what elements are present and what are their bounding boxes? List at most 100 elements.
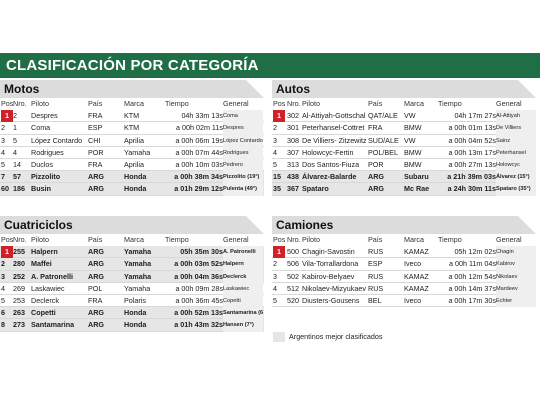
cell-pais: FRA [88, 159, 103, 169]
table-row: 3 502 Kabirov-Belyaev RUS KAMAZ a 00h 12m 54s… [272, 270, 536, 283]
category-header: Autos [272, 80, 536, 98]
cell-piloto: Maffei [31, 259, 52, 269]
category-header: Motos [0, 80, 264, 98]
cell-general: Declerck [223, 270, 263, 283]
cell-pais: FRA [88, 111, 103, 121]
cell-tiempo: 04h 17m 27s [454, 111, 496, 121]
table-row: 5 253 Declerck FRA Polaris a 00h 36m 45s Copet… [0, 294, 264, 308]
cell-pais: ARG [88, 320, 104, 330]
legend: Argentinos mejor clasificados [273, 331, 473, 343]
cell-general: Coma [223, 110, 263, 123]
cell-tiempo: a 00h 11m 04s [448, 259, 496, 269]
cell-pos: 3 [1, 271, 5, 281]
cell-pos: 6 [1, 308, 5, 318]
cell-tiempo: a 00h 12m 54s [448, 271, 496, 281]
cell-marca: Mc Rae [404, 184, 430, 194]
column-header-tiempo: Tiempo [438, 99, 462, 108]
cell-marca: Subaru [404, 172, 429, 182]
category-title: Motos [4, 82, 40, 96]
cell-general: Despres [223, 122, 263, 135]
cell-pais: RUS [368, 247, 384, 257]
cell-marca: BMW [404, 147, 422, 157]
cell-pais: RUS [368, 283, 384, 293]
cell-pos: 4 [273, 283, 277, 293]
cell-pos: 35 [273, 184, 281, 194]
table-row: 5 520 Diusters-Gousens BEL Iveco a 00h 17m 30… [272, 294, 536, 308]
table-row: 1 500 Chagin-Savostin RUS KAMAZ 05h 12m 02s Ch… [272, 246, 536, 259]
cell-nro: 280 [13, 259, 25, 269]
cell-pais: BEL [368, 295, 382, 305]
cell-marca: VW [404, 111, 416, 121]
cell-nro: 500 [287, 247, 299, 257]
cell-general: Holowcyc [496, 158, 536, 172]
cell-pos: 2 [273, 123, 277, 133]
cell-tiempo: a 01h 29m 12s [174, 184, 223, 194]
table-row: 1 302 Al-Attiyah-Gottschalk QAT/ALE VW 04h 17… [272, 110, 536, 123]
column-header-piloto: Piloto [302, 235, 320, 244]
cell-marca: Aprilia [124, 159, 144, 169]
cell-pais: ARG [368, 184, 384, 194]
column-header-general: General [496, 235, 522, 244]
cell-piloto: Halpern [31, 247, 58, 257]
cell-general: Spataro (35°) [496, 183, 536, 196]
category-title: Autos [276, 82, 310, 96]
cell-tiempo: a 00h 02m 11s [175, 123, 223, 133]
cell-pos: 2 [1, 259, 5, 269]
cell-piloto: Declerck [31, 295, 59, 305]
cell-nro: 4 [13, 147, 17, 157]
cell-marca: KAMAZ [404, 271, 429, 281]
cell-tiempo: 04h 33m 13s [181, 111, 223, 121]
table-row: 6 263 Copetti ARG Honda a 00h 52m 13s Santamar… [0, 307, 264, 320]
cell-piloto: Nikolaev-Mizyukaev [302, 283, 366, 293]
cell-tiempo: a 00h 06m 19s [175, 135, 223, 145]
cell-tiempo: 05h 35m 30s [180, 247, 223, 257]
table-row: 1 2 Despres FRA KTM 04h 33m 13s Coma [0, 110, 264, 123]
cell-general: López Contardo [223, 134, 263, 147]
column-header-nro: Nro. [287, 99, 301, 108]
cell-nro: 502 [287, 271, 299, 281]
column-header-nro: Nro. [13, 235, 27, 244]
cell-piloto: De Villiers- Zitzewitz [302, 135, 366, 145]
cell-piloto: López Contardo [31, 135, 83, 145]
cell-pais: ARG [88, 247, 104, 257]
cell-pos: 5 [273, 159, 277, 169]
table-row: 2 280 Maffei ARG Yamaha a 00h 03m 52s Halpern [0, 258, 264, 271]
column-header-piloto: Piloto [302, 99, 320, 108]
cell-marca: Yamaha [124, 147, 151, 157]
cell-nro: 273 [13, 320, 25, 330]
cell-marca: BMW [404, 159, 422, 169]
panel-cuatriciclos: Cuatriciclos Pos.Nro. Piloto País Marca Tiemp… [0, 216, 264, 332]
cell-pais: ARG [88, 271, 104, 281]
cell-tiempo: a 00h 13m 17s [448, 147, 496, 157]
cell-pos: 60 [1, 184, 9, 194]
cell-tiempo: a 00h 03m 52s [174, 259, 223, 269]
cell-nro: 313 [287, 159, 299, 169]
table-row: 5 14 Duclos FRA Aprilia a 00h 10m 03s Pedrero [0, 158, 264, 172]
legend-label: Argentinos mejor clasificados [289, 332, 383, 341]
cell-pos: 5 [1, 159, 5, 169]
column-header-tiempo: Tiempo [165, 235, 189, 244]
cell-piloto: Dos Santos-Fiuza [302, 159, 360, 169]
column-header-nro: Nro. [287, 235, 301, 244]
cell-nro: 5 [13, 135, 17, 145]
cell-general: Pizzolito (19°) [223, 171, 263, 184]
cell-general: Hansen (7°) [223, 319, 263, 332]
cell-nro: 438 [287, 172, 299, 182]
cell-nro: 307 [287, 147, 299, 157]
cell-nro: 253 [13, 295, 25, 305]
cell-pais: ARG [88, 308, 104, 318]
cell-piloto: Diusters-Gousens [302, 295, 360, 305]
cell-piloto: Al-Attiyah-Gottschalk [302, 111, 366, 121]
cell-nro: 2 [13, 111, 17, 121]
cell-nro: 14 [13, 159, 21, 169]
category-header: Camiones [272, 216, 536, 234]
cell-marca: Honda [124, 308, 147, 318]
cell-pais: ESP [368, 259, 383, 269]
column-header-piloto: Piloto [31, 99, 49, 108]
cell-pais: ARG [88, 259, 104, 269]
cell-marca: Aprilia [124, 135, 144, 145]
column-header-marca: Marca [124, 235, 144, 244]
column-header-pais: País [368, 235, 383, 244]
